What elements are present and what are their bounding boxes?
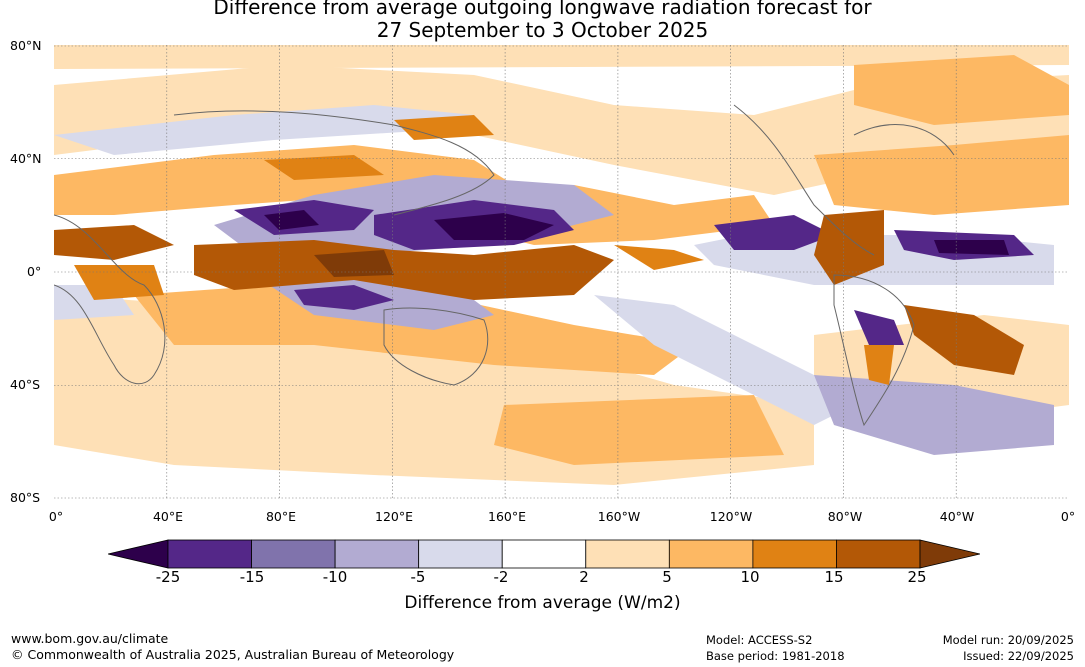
anomaly-region — [904, 305, 1024, 375]
anomaly-region — [714, 215, 834, 250]
colorbar-swatch — [334, 539, 420, 569]
colorbar-label: 25 — [907, 568, 927, 586]
colorbar-swatch — [836, 539, 921, 569]
colorbar-label: -25 — [155, 568, 181, 586]
issued-date: Issued: 22/09/2025 — [963, 649, 1074, 663]
colorbar-swatch — [418, 539, 503, 569]
anomaly-region — [294, 285, 394, 310]
anomaly-region — [494, 395, 784, 465]
colorbar-label: -5 — [410, 568, 426, 586]
anomaly-region — [54, 45, 1069, 69]
title-line-2: 27 September to 3 October 2025 — [376, 18, 709, 42]
anomaly-region — [814, 375, 1054, 455]
anomaly-region — [814, 135, 1069, 215]
lon-label-80w: 80°W — [827, 509, 863, 524]
lat-label-80s: 80°S — [10, 490, 41, 505]
colorbar-label: 15 — [824, 568, 844, 586]
colorbar-swatch — [251, 539, 336, 569]
anomaly-region — [864, 345, 894, 385]
lon-label-160e: 160°E — [487, 509, 527, 524]
lat-label-40n: 40°N — [10, 151, 42, 166]
map-title: Difference from average outgoing longwav… — [0, 0, 1085, 42]
anomaly-region — [434, 213, 554, 240]
graticule — [54, 45, 1069, 499]
anomaly-region — [934, 240, 1009, 255]
anomaly-region — [54, 65, 1069, 195]
anomaly-region — [854, 55, 1069, 125]
colorbar-label: -2 — [493, 568, 509, 586]
colorbar-swatch — [752, 539, 837, 569]
title-line-1: Difference from average outgoing longwav… — [213, 0, 872, 19]
coastlines — [54, 104, 955, 427]
model-name: Model: ACCESS-S2 — [706, 633, 813, 647]
model-run-date: Model run: 20/09/2025 — [942, 633, 1074, 647]
colorbar-extend-high — [919, 539, 981, 569]
lon-label-120w: 120°W — [709, 509, 753, 524]
anomaly-region — [264, 210, 319, 230]
lon-label-360: 0° — [1060, 509, 1076, 524]
colorbar-swatch — [501, 539, 587, 569]
anomaly-region — [74, 265, 164, 300]
anomaly-region — [54, 145, 514, 215]
colorbar-label: 5 — [662, 568, 672, 586]
anomaly-region — [134, 285, 694, 375]
anomaly-region — [814, 210, 884, 285]
colorbar-swatch — [668, 539, 754, 569]
lon-label-120e: 120°E — [374, 509, 414, 524]
colorbar-title: Difference from average (W/m2) — [404, 593, 681, 613]
colorbar-label: 2 — [579, 568, 589, 586]
anomaly-region — [594, 295, 854, 425]
colorbar-swatch — [585, 539, 670, 569]
anomaly-region — [614, 245, 704, 270]
anomaly-region — [314, 250, 394, 277]
anomaly-region — [264, 155, 384, 180]
colorbar-extend-low — [107, 539, 169, 569]
copyright-text: © Commonwealth of Australia 2025, Austra… — [11, 647, 455, 662]
colorbar-swatch — [167, 539, 252, 569]
lon-label-0: 0° — [48, 509, 64, 524]
lat-label-80n: 80°N — [10, 38, 42, 53]
colorbar-label: 10 — [740, 568, 760, 586]
lat-label-40s: 40°S — [10, 377, 41, 392]
anomaly-region — [394, 115, 494, 140]
anomaly-region — [54, 105, 474, 155]
lon-label-80e: 80°E — [265, 509, 297, 524]
lat-label-equator: 0° — [27, 264, 42, 279]
lon-label-160w: 160°W — [597, 509, 641, 524]
anomaly-map — [54, 45, 1069, 499]
anomaly-map-canvas — [54, 45, 1069, 499]
colorbar — [107, 538, 981, 570]
base-period: Base period: 1981-2018 — [706, 649, 845, 663]
anomaly-region — [54, 225, 174, 260]
colorbar-label: -10 — [322, 568, 348, 586]
lon-label-40w: 40°W — [939, 509, 975, 524]
anomaly-region — [854, 310, 904, 345]
colorbar-label: -15 — [239, 568, 265, 586]
website-link[interactable]: www.bom.gov.au/climate — [11, 631, 169, 646]
lon-label-40e: 40°E — [152, 509, 184, 524]
anomaly-region — [194, 240, 614, 300]
colorbar-graphic — [107, 539, 981, 569]
